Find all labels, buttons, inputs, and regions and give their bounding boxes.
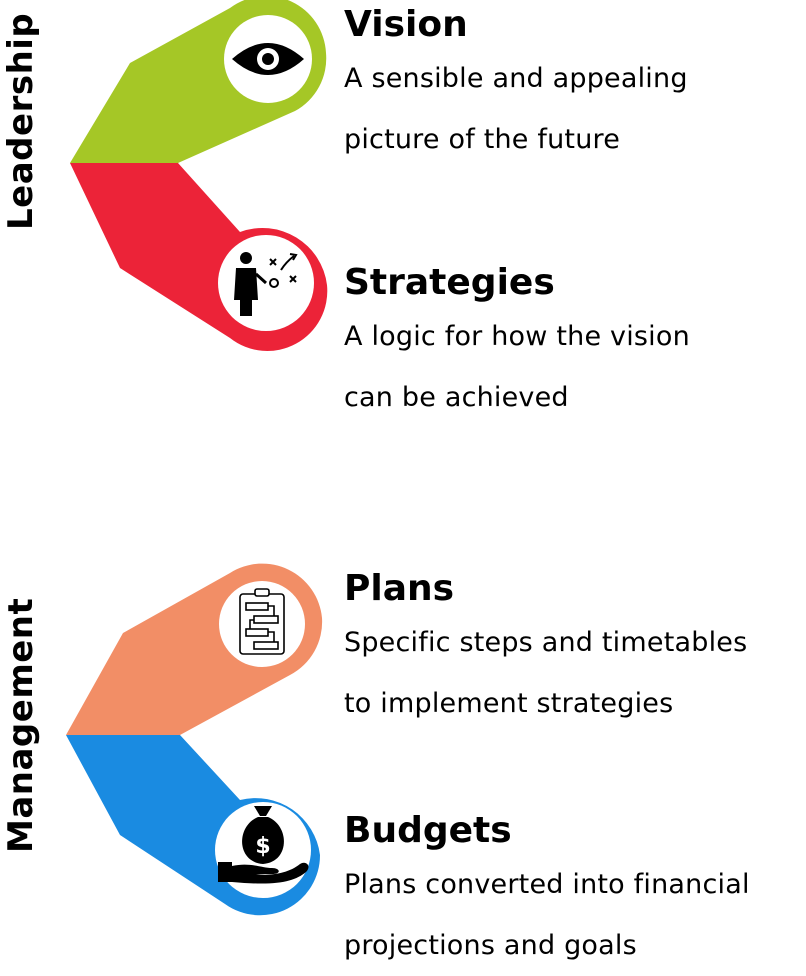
strategies-desc-line1: A logic for how the vision <box>344 321 690 352</box>
checklist-icon <box>239 588 285 655</box>
vision-desc-line1: A sensible and appealing <box>344 63 688 94</box>
budgets-item: Budgets Plans converted into financial p… <box>344 808 804 976</box>
plans-desc-line2: to implement strategies <box>344 688 674 719</box>
vision-title: Vision <box>344 4 468 45</box>
strategy-icon <box>234 252 298 316</box>
budgets-desc-line2: projections and goals <box>344 930 637 961</box>
eye-icon <box>232 43 304 75</box>
budgets-desc-line1: Plans converted into financial <box>344 869 750 900</box>
plans-desc-line1: Specific steps and timetables <box>344 627 748 658</box>
strategies-item: Strategies A logic for how the vision ca… <box>344 260 804 428</box>
money-bag-icon: $ <box>218 806 309 884</box>
vision-item: Vision A sensible and appealing picture … <box>344 2 804 170</box>
vision-desc-line2: picture of the future <box>344 124 621 155</box>
svg-text:$: $ <box>255 834 270 859</box>
budgets-title: Budgets <box>344 810 512 851</box>
plans-title: Plans <box>344 568 455 609</box>
strategies-desc-line2: can be achieved <box>344 382 569 413</box>
strategies-title: Strategies <box>344 262 555 303</box>
plans-item: Plans Specific steps and timetables to i… <box>344 566 804 734</box>
